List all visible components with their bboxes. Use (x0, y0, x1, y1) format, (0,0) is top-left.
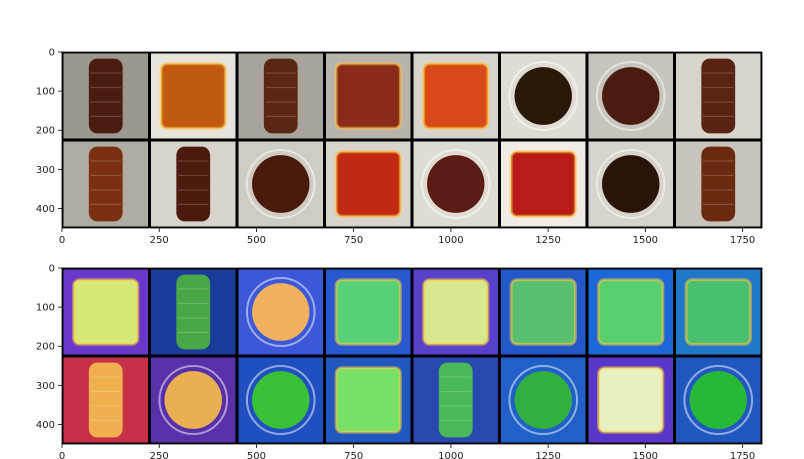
y-tick-label: 100 (36, 87, 55, 98)
y-tick-label: 400 (36, 420, 55, 431)
image-tile (413, 269, 498, 355)
x-tick-label: 500 (247, 235, 266, 246)
x-tick-label: 1500 (633, 451, 658, 459)
x-tick-label: 1500 (633, 235, 658, 246)
y-tick-label: 300 (36, 381, 55, 392)
image-tile (413, 141, 498, 227)
image-grid-panel-1: 0 250 500 750 1000 1250 1500 1750 0 100 200 300 400 (36, 48, 763, 246)
image-tile (588, 269, 673, 355)
axes-frame (61, 51, 763, 229)
y-tick-label: 300 (36, 165, 55, 176)
image-tile (151, 141, 236, 227)
x-tick-label: 1250 (535, 451, 560, 459)
image-tile (151, 357, 236, 443)
image-tile (238, 269, 323, 355)
image-tile (326, 269, 411, 355)
image-tile (676, 269, 761, 355)
x-tick-label: 0 (59, 235, 65, 246)
x-tick-label: 750 (344, 451, 363, 459)
image-tile (501, 53, 586, 139)
x-tick-label: 1000 (438, 235, 463, 246)
image-tile (676, 357, 761, 443)
image-tile (326, 141, 411, 227)
image-tile (151, 269, 236, 355)
image-tile (63, 141, 148, 227)
image-tile (676, 53, 761, 139)
image-tile (588, 53, 673, 139)
y-tick-label: 400 (36, 204, 55, 215)
y-tick-label: 0 (49, 48, 55, 59)
image-tile (63, 269, 148, 355)
image-tile (501, 141, 586, 227)
x-tick-label: 0 (59, 451, 65, 459)
image-tile (588, 141, 673, 227)
x-tick-label: 250 (150, 451, 169, 459)
x-tick-label: 500 (247, 451, 266, 459)
x-tick-label: 1750 (730, 235, 755, 246)
y-tick-label: 200 (36, 342, 55, 353)
y-tick-label: 200 (36, 126, 55, 137)
image-tile (413, 53, 498, 139)
image-tile (501, 269, 586, 355)
axes-frame (61, 267, 763, 445)
image-grid-panel-2: 0 250 500 750 1000 1250 1500 1750 0 100 200 300 400 (36, 264, 763, 459)
image-tile (413, 357, 498, 443)
image-tile (326, 53, 411, 139)
image-tile (63, 357, 148, 443)
image-tile (588, 357, 673, 443)
image-tile (238, 141, 323, 227)
x-tick-label: 1000 (438, 451, 463, 459)
image-tile (326, 357, 411, 443)
image-tile (151, 53, 236, 139)
x-tick-label: 1750 (730, 451, 755, 459)
y-tick-label: 100 (36, 303, 55, 314)
x-tick-label: 250 (150, 235, 169, 246)
image-tile (676, 141, 761, 227)
image-tile (238, 357, 323, 443)
image-tile (501, 357, 586, 443)
x-tick-label: 1250 (535, 235, 560, 246)
image-tile (238, 53, 323, 139)
x-tick-label: 750 (344, 235, 363, 246)
y-tick-label: 0 (49, 264, 55, 275)
image-tile (63, 53, 148, 139)
